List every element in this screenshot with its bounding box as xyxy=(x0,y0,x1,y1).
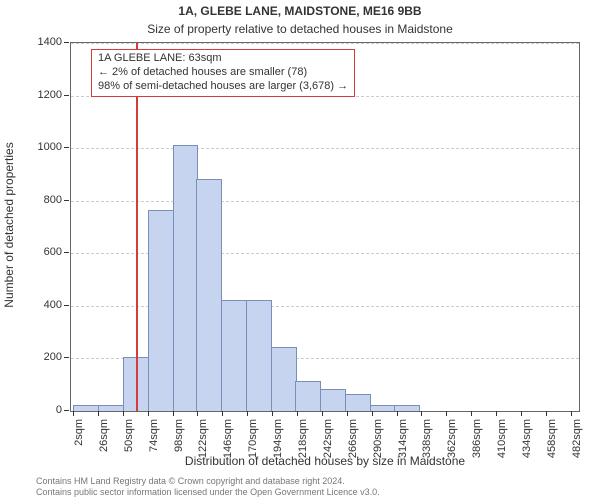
x-tick-label: 98sqm xyxy=(173,419,185,452)
x-tick-mark xyxy=(247,411,248,416)
x-tick-label: 338sqm xyxy=(421,419,433,458)
x-tick-mark xyxy=(197,411,198,416)
x-tick-mark xyxy=(546,411,547,416)
callout-line-smaller: ← 2% of detached houses are smaller (78) xyxy=(98,66,348,80)
x-tick-mark xyxy=(421,411,422,416)
x-tick-label: 74sqm xyxy=(148,419,160,452)
y-tick-label: 400 xyxy=(0,299,62,311)
x-tick-label: 194sqm xyxy=(272,419,284,458)
histogram-bar xyxy=(394,405,420,411)
x-tick-label: 458sqm xyxy=(546,419,558,458)
x-tick-mark xyxy=(496,411,497,416)
x-tick-label: 362sqm xyxy=(446,419,458,458)
x-tick-label: 386sqm xyxy=(471,419,483,458)
x-tick-label: 146sqm xyxy=(222,419,234,458)
x-tick-mark xyxy=(571,411,572,416)
x-tick-label: 410sqm xyxy=(496,419,508,458)
x-tick-mark xyxy=(123,411,124,416)
x-tick-label: 314sqm xyxy=(397,419,409,458)
x-tick-label: 26sqm xyxy=(98,419,110,452)
histogram-bar xyxy=(271,347,297,411)
histogram-bar xyxy=(221,300,247,411)
callout-line-larger: 98% of semi-detached houses are larger (… xyxy=(98,80,348,94)
histogram-bar xyxy=(295,381,321,411)
gridline xyxy=(71,148,579,149)
property-callout: 1A GLEBE LANE: 63sqm ← 2% of detached ho… xyxy=(91,49,355,97)
histogram-bar xyxy=(246,300,272,411)
histogram-bar xyxy=(345,394,371,411)
x-tick-label: 122sqm xyxy=(197,419,209,458)
x-tick-label: 170sqm xyxy=(247,419,259,458)
chart-subtitle: Size of property relative to detached ho… xyxy=(0,22,600,36)
x-tick-mark xyxy=(471,411,472,416)
y-tick-label: 1200 xyxy=(0,89,62,101)
x-tick-label: 218sqm xyxy=(297,419,309,458)
x-tick-mark xyxy=(222,411,223,416)
histogram-bar xyxy=(370,405,396,411)
attribution-line-2: Contains public sector information licen… xyxy=(36,487,590,498)
y-tick-label: 600 xyxy=(0,246,62,258)
histogram-bar xyxy=(320,389,346,411)
x-tick-mark xyxy=(272,411,273,416)
gridline xyxy=(71,201,579,202)
y-tick-label: 800 xyxy=(0,194,62,206)
histogram-bar xyxy=(98,405,124,411)
histogram-bar xyxy=(173,145,199,411)
gridline xyxy=(71,43,579,44)
x-tick-label: 482sqm xyxy=(571,419,583,458)
x-tick-label: 434sqm xyxy=(521,419,533,458)
plot-area: 2sqm26sqm50sqm74sqm98sqm122sqm146sqm170s… xyxy=(70,42,580,412)
x-tick-mark xyxy=(98,411,99,416)
y-tick-label: 200 xyxy=(0,351,62,363)
chart-container: { "titles": { "line1": "1A, GLEBE LANE, … xyxy=(0,0,600,500)
histogram-bar xyxy=(196,179,222,411)
callout-line-size: 1A GLEBE LANE: 63sqm xyxy=(98,52,348,66)
x-tick-mark xyxy=(397,411,398,416)
attribution-line-1: Contains HM Land Registry data © Crown c… xyxy=(36,476,590,487)
x-tick-mark xyxy=(446,411,447,416)
attribution-text: Contains HM Land Registry data © Crown c… xyxy=(36,476,590,498)
y-tick-label: 1000 xyxy=(0,141,62,153)
property-marker-line xyxy=(136,43,138,411)
y-tick-label: 1400 xyxy=(0,36,62,48)
x-tick-mark xyxy=(322,411,323,416)
x-axis-label: Distribution of detached houses by size … xyxy=(70,454,580,468)
x-tick-mark xyxy=(297,411,298,416)
x-tick-label: 290sqm xyxy=(372,419,384,458)
y-axis-label: Number of detached properties xyxy=(2,142,16,307)
x-tick-mark xyxy=(521,411,522,416)
x-tick-mark xyxy=(173,411,174,416)
x-tick-mark xyxy=(73,411,74,416)
x-tick-mark xyxy=(148,411,149,416)
x-tick-label: 266sqm xyxy=(347,419,359,458)
x-tick-label: 50sqm xyxy=(123,419,135,452)
histogram-bar xyxy=(148,210,174,411)
histogram-bar xyxy=(73,405,99,411)
chart-title-address: 1A, GLEBE LANE, MAIDSTONE, ME16 9BB xyxy=(0,4,600,18)
x-tick-mark xyxy=(372,411,373,416)
y-tick-label: 0 xyxy=(0,404,62,416)
x-tick-label: 2sqm xyxy=(73,419,85,446)
x-tick-mark xyxy=(347,411,348,416)
x-tick-label: 242sqm xyxy=(322,419,334,458)
